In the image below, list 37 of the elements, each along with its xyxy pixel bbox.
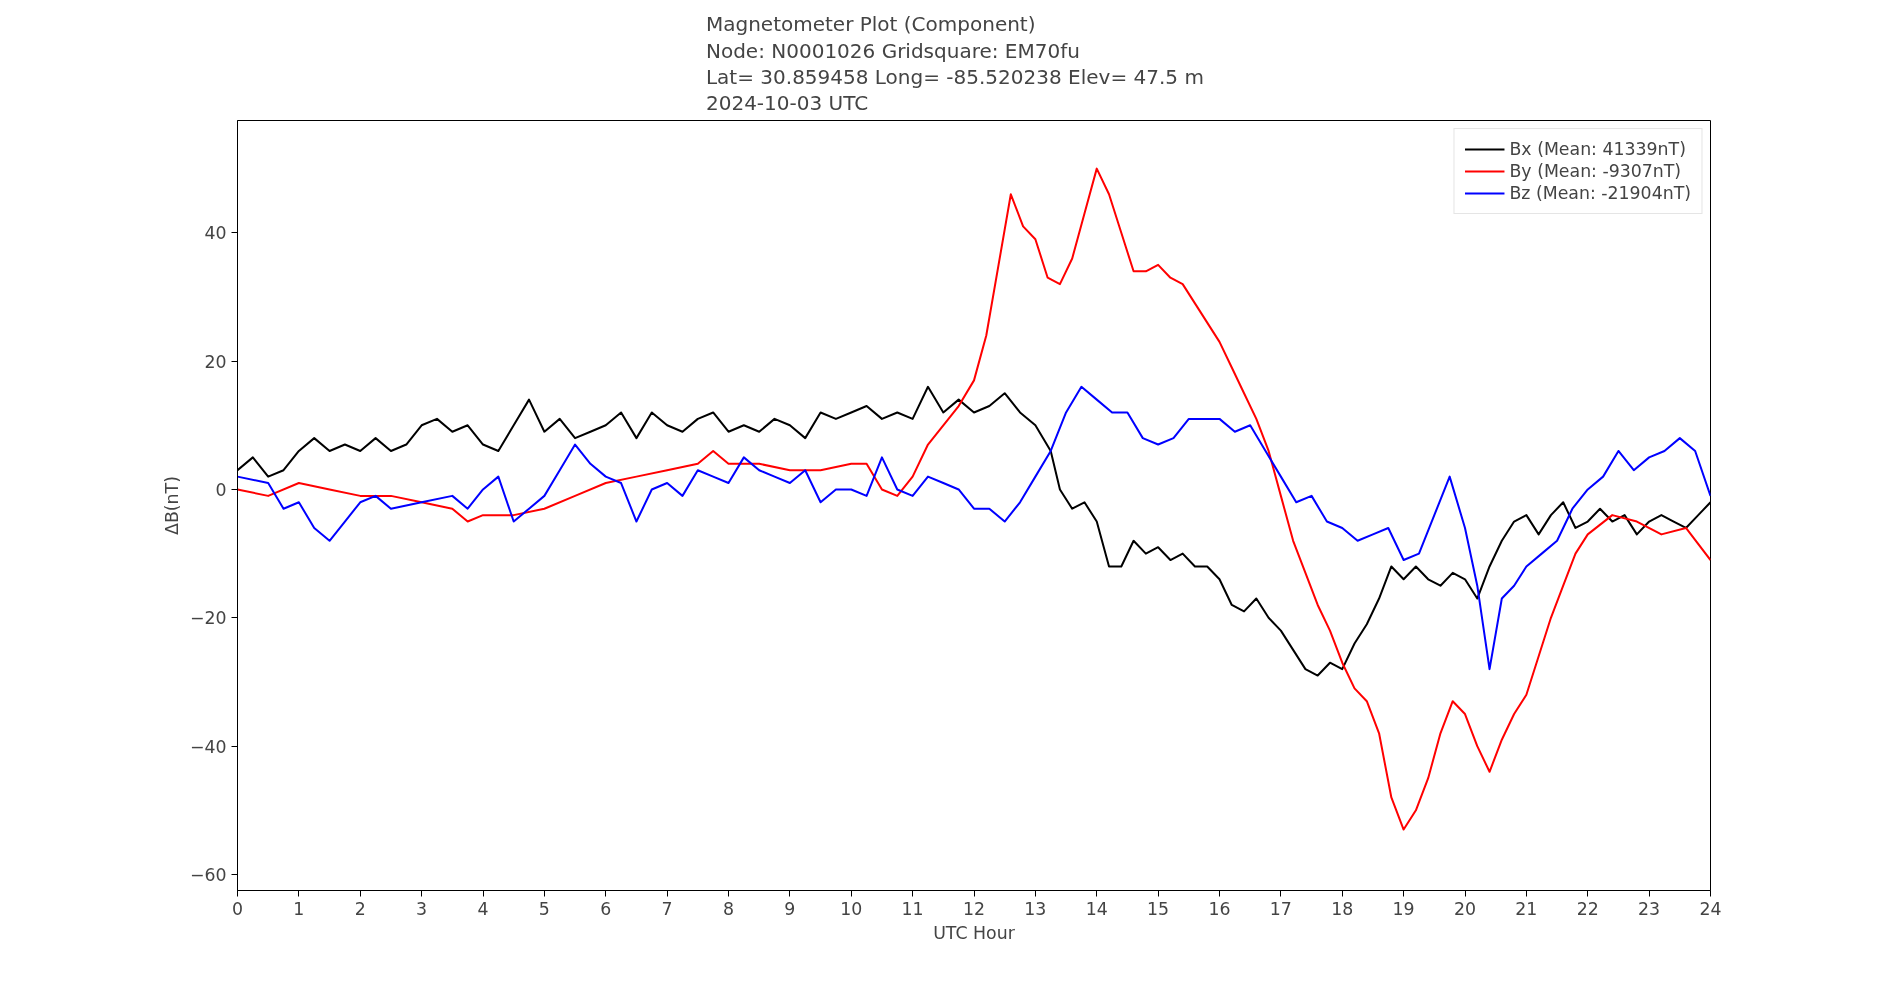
legend-label: Bz (Mean: -21904nT) (1509, 183, 1691, 203)
legend-label: By (Mean: -9307nT) (1509, 161, 1682, 181)
x-tick-label: 5 (538, 898, 550, 919)
x-tick-label: 9 (784, 898, 796, 919)
x-tick-label: 6 (600, 898, 612, 919)
y-tick-label: −60 (189, 864, 227, 885)
x-tick-label: 7 (661, 898, 673, 919)
x-tick-label: 23 (1638, 898, 1661, 919)
x-tick-label: 20 (1453, 898, 1477, 919)
x-tick-label: 1 (293, 898, 305, 919)
x-tick-label: 12 (962, 898, 986, 919)
x-tick-label: 24 (1699, 898, 1722, 919)
y-tick-label: −20 (189, 608, 227, 629)
x-axis-title: UTC Hour (933, 922, 1016, 943)
y-tick-label: 0 (215, 479, 227, 500)
x-tick-label: 16 (1208, 898, 1231, 919)
y-tick-label: −40 (189, 736, 227, 757)
x-tick-label: 2 (354, 898, 366, 919)
x-tick-label: 3 (416, 898, 428, 919)
y-tick-label: 40 (204, 223, 227, 244)
y-tick-label: 20 (204, 351, 227, 372)
x-tick-label: 0 (231, 898, 244, 919)
x-tick-label: 10 (840, 898, 863, 919)
x-tick-label: 4 (477, 898, 489, 919)
y-axis-title: ΔB(nT) (161, 476, 182, 535)
legend-label: Bx (Mean: 41339nT) (1509, 139, 1686, 159)
x-tick-label: 13 (1024, 898, 1047, 919)
x-tick-label: 14 (1085, 898, 1108, 919)
x-tick-label: 18 (1331, 898, 1354, 919)
x-tick-label: 15 (1147, 898, 1170, 919)
x-tick-label: 19 (1392, 898, 1415, 919)
x-tick-label: 22 (1576, 898, 1599, 919)
x-tick-label: 11 (901, 898, 924, 919)
chart-title: Magnetometer Plot (Component) Node: N0001026 Gridsquare: EM70fu Lat= 30.859458 Long= -85.520238 Elev= 47.5 m 2024-10-03 UTC (705, 12, 1204, 116)
x-tick-label: 17 (1269, 898, 1292, 919)
x-tick-label: 21 (1515, 898, 1538, 919)
x-tick-label: 8 (722, 898, 735, 919)
